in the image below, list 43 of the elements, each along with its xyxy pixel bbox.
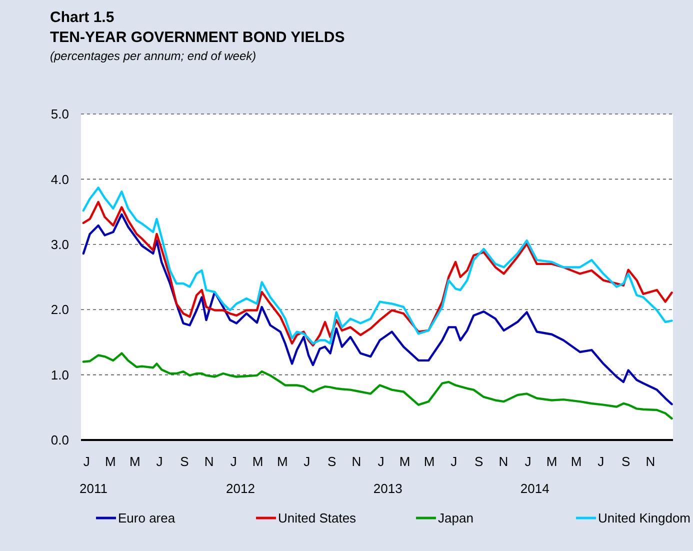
text: N [352,454,362,469]
x-tick-label: 2012 [226,481,255,496]
text: M [130,454,140,469]
y-tick-label: 0.0 [50,432,69,448]
text: J [524,454,532,469]
text: S [622,454,631,469]
line-series [82,213,673,406]
text: M [399,454,410,469]
text: M [570,454,582,469]
caption: Chart 1.5 [50,9,114,26]
text: S [328,454,337,469]
chart-title: TEN-YEAR GOVERNMENT BOND YIELDS [50,29,345,46]
text: S [474,454,484,469]
text: J [304,454,310,469]
text: M [424,454,435,469]
text: N [646,454,656,469]
text: J [156,454,163,469]
text: M [252,454,264,469]
x-tick-label: 2013 [373,481,402,496]
y-tick-label: 5.0 [50,106,69,122]
y-tick-label: 3.0 [50,236,69,252]
chart-subtitle: (percentages per annum; end of week) [50,49,256,63]
line-series [82,352,673,420]
text: N [498,454,508,469]
y-tick-label: 2.0 [50,302,69,318]
text: J [83,454,90,469]
x-tick-label: 2014 [520,481,550,496]
text: M [104,454,116,469]
text: J [378,454,384,469]
legend-label: United Kingdom [598,510,690,526]
legend-label: Euro area [118,510,176,526]
x-tick-label: 2011 [80,481,108,496]
y-tick-label: 1.0 [50,367,69,382]
text: S [180,454,190,469]
y-tick-label: 4.0 [50,172,69,187]
legend-label: Japan [438,510,474,526]
text: M [546,454,558,469]
text: J [450,454,458,469]
text: J [598,454,604,469]
legend-label: United States [278,510,357,526]
text: J [230,454,237,469]
text: N [204,454,214,469]
text: M [276,454,288,469]
